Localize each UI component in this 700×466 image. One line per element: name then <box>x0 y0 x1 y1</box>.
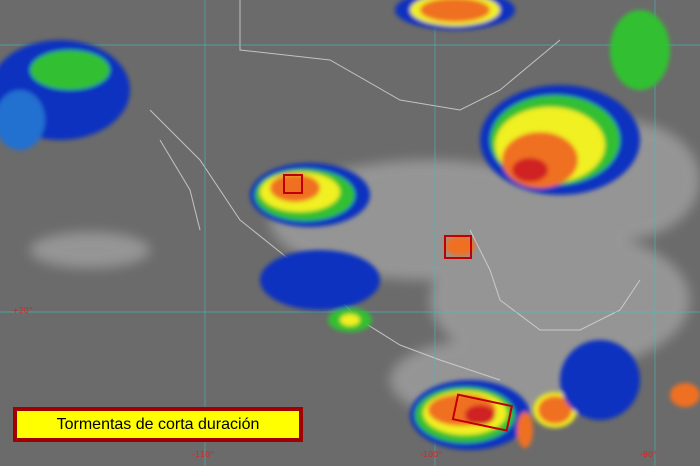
storm-cells <box>0 0 700 450</box>
grid-label-lon-110: -110° <box>192 450 215 459</box>
highlight-box <box>283 174 303 194</box>
grid-label-lon-90: -90° <box>640 450 658 459</box>
grid-label-lat-20: +20° <box>12 306 33 315</box>
highlight-boxes <box>283 174 514 432</box>
legend-text: Tormentas de corta duración <box>56 415 260 433</box>
highlight-box <box>444 235 472 259</box>
highlight-box <box>451 393 514 432</box>
grid-label-lon-100: -100° <box>420 450 443 459</box>
legend-box: Tormentas de corta duración <box>13 407 303 442</box>
